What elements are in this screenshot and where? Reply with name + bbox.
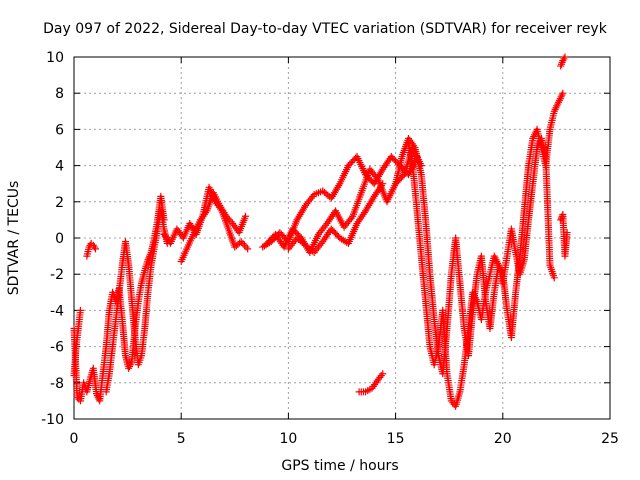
interpolated-point bbox=[399, 172, 407, 180]
x-axis: 0 5 10 15 20 25 bbox=[70, 57, 619, 447]
y-tick-label: -2 bbox=[50, 267, 64, 283]
interpolated-point bbox=[239, 239, 247, 247]
data-point bbox=[244, 245, 252, 253]
data-point bbox=[76, 306, 84, 314]
y-tick-label: 10 bbox=[46, 50, 64, 66]
y-tick-label: -6 bbox=[50, 340, 64, 356]
x-tick-label: 5 bbox=[177, 431, 186, 447]
x-tick-label: 20 bbox=[494, 431, 512, 447]
x-tick-label: 25 bbox=[601, 431, 619, 447]
data-points bbox=[70, 53, 571, 410]
y-axis: -10 -8 -6 -4 -2 0 2 4 6 8 10 bbox=[41, 50, 610, 428]
y-tick-label: 6 bbox=[55, 122, 64, 138]
chart-title: Day 097 of 2022, Sidereal Day-to-day VTE… bbox=[43, 21, 608, 37]
x-tick-label: 0 bbox=[70, 431, 79, 447]
data-point bbox=[379, 180, 387, 188]
x-axis-label: GPS time / hours bbox=[281, 458, 398, 474]
data-point bbox=[379, 370, 387, 378]
x-tick-label: 10 bbox=[279, 431, 297, 447]
y-tick-label: 8 bbox=[55, 86, 64, 102]
data-point bbox=[242, 212, 250, 220]
data-point bbox=[559, 89, 567, 97]
y-axis-label: SDTVAR / TECUs bbox=[6, 181, 22, 296]
data-point bbox=[561, 53, 569, 61]
data-point bbox=[91, 245, 99, 253]
x-tick-label: 15 bbox=[387, 431, 405, 447]
data-point bbox=[550, 274, 558, 282]
y-tick-label: 0 bbox=[55, 231, 64, 247]
y-tick-label: -4 bbox=[50, 303, 64, 319]
y-tick-label: 4 bbox=[55, 159, 64, 175]
y-tick-label: -10 bbox=[41, 412, 64, 428]
interpolated-point bbox=[242, 243, 250, 251]
y-tick-label: -8 bbox=[50, 376, 64, 392]
data-point bbox=[563, 229, 571, 237]
y-tick-label: 2 bbox=[55, 195, 64, 211]
